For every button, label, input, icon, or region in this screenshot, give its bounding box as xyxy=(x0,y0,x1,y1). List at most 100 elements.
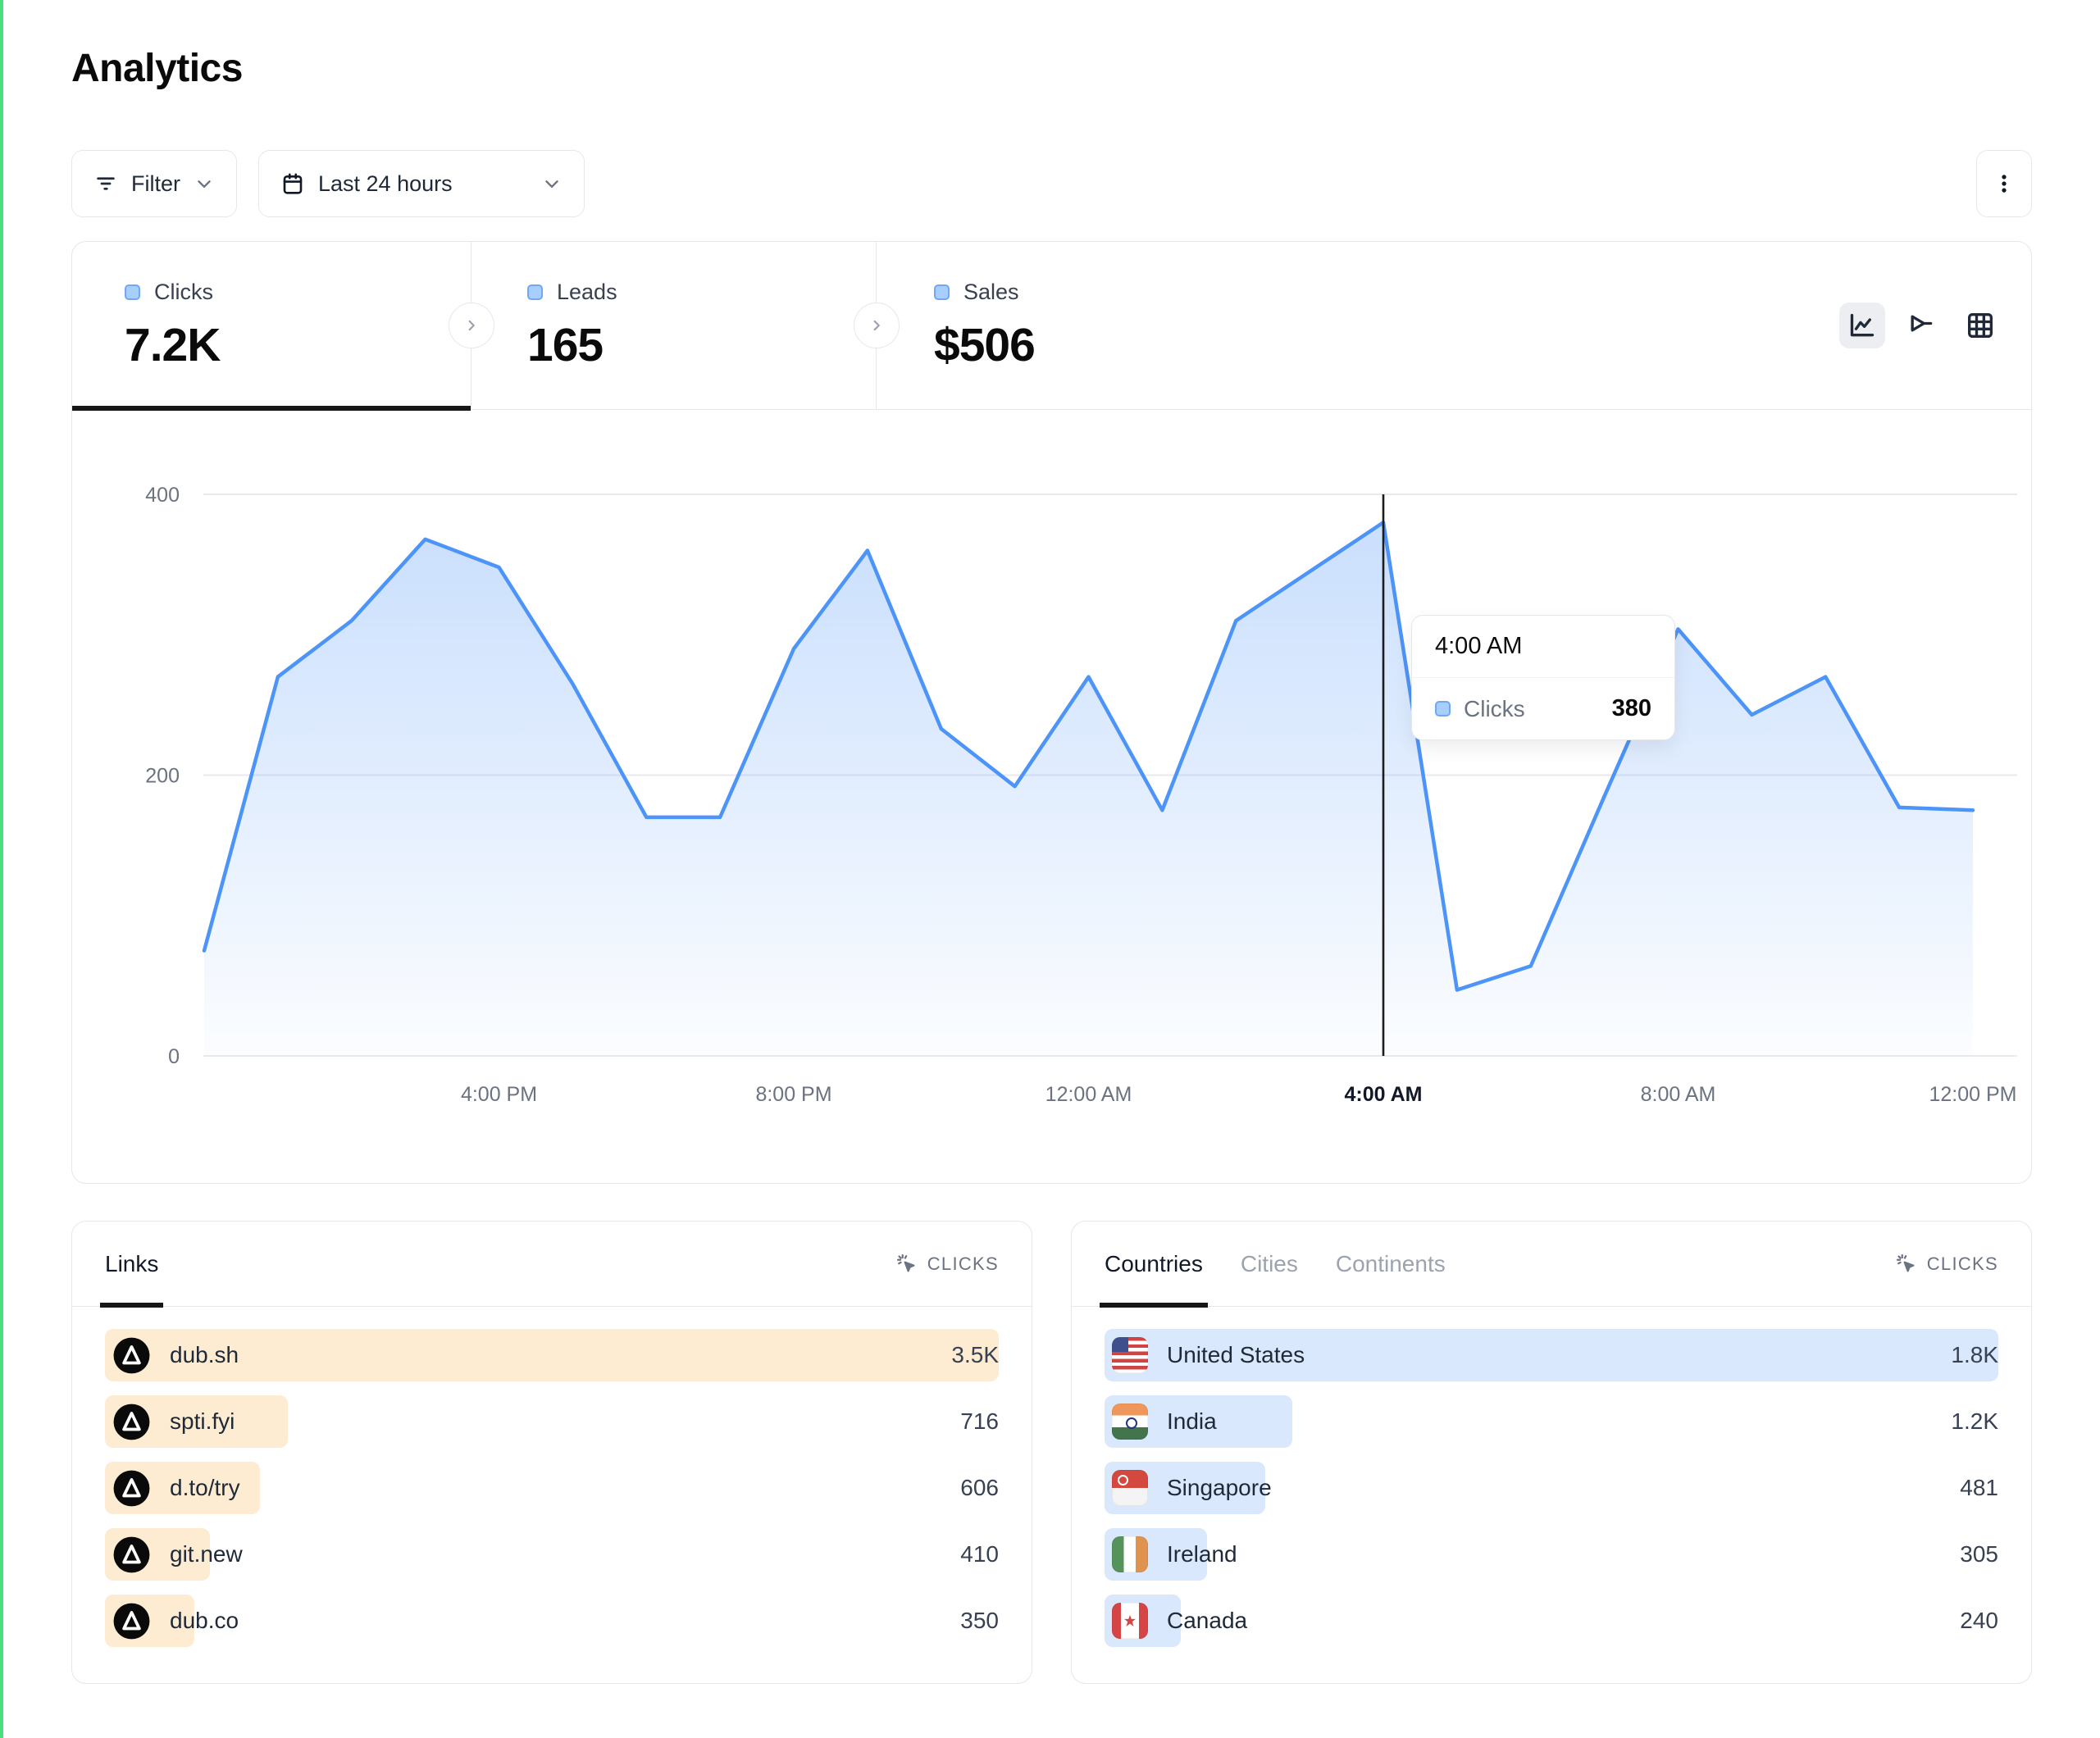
page-title: Analytics xyxy=(71,47,243,90)
country-flag-icon xyxy=(1112,1536,1148,1572)
country-flag-icon xyxy=(1112,1470,1148,1506)
tab-label: Countries xyxy=(1105,1250,1203,1276)
filter-button[interactable]: Filter xyxy=(71,150,237,217)
sort-by-clicks[interactable]: CLICKS xyxy=(895,1253,999,1276)
x-axis-tick: 12:00 AM xyxy=(1045,1083,1132,1106)
country-flag-icon xyxy=(1112,1603,1148,1639)
toolbar: Filter Last 24 hours xyxy=(71,150,2032,217)
x-axis-tick: 8:00 PM xyxy=(755,1083,831,1106)
tab-label: Links xyxy=(105,1250,159,1276)
country-label: Canada xyxy=(1167,1608,1248,1633)
link-label: spti.fyi xyxy=(170,1408,235,1434)
filter-button-label: Filter xyxy=(131,171,180,196)
link-click-count: 606 xyxy=(960,1475,999,1500)
link-label: dub.co xyxy=(170,1608,239,1633)
country-label: United States xyxy=(1167,1342,1305,1367)
tab-cities[interactable]: Cities xyxy=(1241,1222,1298,1307)
date-range-button[interactable]: Last 24 hours xyxy=(258,150,585,217)
expand-leads-button[interactable] xyxy=(449,303,494,348)
tab-label: Continents xyxy=(1335,1250,1446,1276)
country-click-count: 1.2K xyxy=(1951,1408,1998,1434)
links-card: Links CLICKS xyxy=(71,1221,1032,1684)
series-color-swatch xyxy=(125,284,140,300)
chart-tooltip: 4:00 AM Clicks 380 xyxy=(1411,615,1675,740)
country-label: Ireland xyxy=(1167,1541,1237,1567)
countries-card: Countries Cities Continents CLICKS xyxy=(1071,1221,2032,1684)
click-volume-bar xyxy=(105,1329,999,1381)
country-row[interactable]: Canada 240 xyxy=(1105,1595,1998,1647)
countries-list: United States 1.8K India 1.2K Singapore … xyxy=(1072,1307,2031,1647)
x-axis-tick: 8:00 AM xyxy=(1641,1083,1716,1106)
dub-logo-icon xyxy=(112,1336,151,1375)
dub-logo-icon xyxy=(112,1403,151,1441)
filter-icon xyxy=(93,171,118,196)
dub-logo-icon xyxy=(112,1536,151,1574)
country-label: Singapore xyxy=(1167,1475,1272,1500)
link-row[interactable]: git.new 410 xyxy=(105,1528,999,1581)
tab-countries[interactable]: Countries xyxy=(1100,1222,1208,1308)
link-click-count: 3.5K xyxy=(951,1342,999,1367)
links-list: dub.sh 3.5K spti.fyi 716 d.to/tr xyxy=(72,1307,1032,1647)
country-click-count: 1.8K xyxy=(1951,1342,1998,1367)
screen-edge-accent xyxy=(0,0,3,1738)
calendar-icon xyxy=(280,171,305,196)
metric-header-label: CLICKS xyxy=(1926,1253,1998,1274)
tab-clicks[interactable]: Clicks 7.2K xyxy=(72,242,471,411)
links-card-header: Links CLICKS xyxy=(72,1222,1032,1308)
y-axis-tick: 400 xyxy=(145,484,180,507)
x-axis-tick: 4:00 PM xyxy=(461,1083,537,1106)
date-range-label: Last 24 hours xyxy=(318,171,453,196)
more-options-button[interactable] xyxy=(1976,150,2032,217)
clicks-area-chart[interactable]: 400 200 0 4:00 PM 8:00 PM 12:00 AM 4:00 AM 8:00… xyxy=(72,410,2036,1182)
country-row[interactable]: India 1.2K xyxy=(1105,1395,1998,1448)
tab-links[interactable]: Links xyxy=(99,1222,164,1308)
metric-label: Sales xyxy=(963,280,1019,304)
tab-leads[interactable]: Leads 165 xyxy=(471,242,877,409)
link-row[interactable]: d.to/try 606 xyxy=(105,1462,999,1514)
metric-label: Clicks xyxy=(154,280,213,304)
tab-label: Cities xyxy=(1240,1250,1298,1276)
dub-logo-icon xyxy=(112,1469,151,1508)
country-click-count: 305 xyxy=(1960,1541,1998,1567)
country-label: India xyxy=(1167,1408,1217,1434)
link-click-count: 716 xyxy=(960,1408,999,1434)
link-label: git.new xyxy=(170,1541,243,1567)
analytics-page: Analytics Filter Last 24 hours xyxy=(0,0,2100,1684)
series-color-swatch xyxy=(1435,701,1451,717)
line-chart-icon[interactable] xyxy=(1839,303,1885,348)
tooltip-time: 4:00 AM xyxy=(1412,616,1674,678)
country-row[interactable]: Singapore 481 xyxy=(1105,1462,1998,1514)
link-label: dub.sh xyxy=(170,1342,239,1367)
country-click-count: 240 xyxy=(1960,1608,1998,1633)
dub-logo-icon xyxy=(112,1602,151,1640)
metric-header-label: CLICKS xyxy=(927,1253,999,1274)
y-axis-tick: 0 xyxy=(168,1045,180,1068)
chevron-down-icon xyxy=(541,173,563,194)
sort-by-clicks[interactable]: CLICKS xyxy=(1895,1253,1998,1276)
country-flag-icon xyxy=(1112,1337,1148,1373)
tab-continents[interactable]: Continents xyxy=(1336,1222,1446,1307)
expand-sales-button[interactable] xyxy=(854,303,900,348)
tab-sales[interactable]: Sales $506 xyxy=(877,242,2031,409)
metric-value: $506 xyxy=(934,319,1036,371)
link-row[interactable]: spti.fyi 716 xyxy=(105,1395,999,1448)
chart-type-switcher xyxy=(1839,303,2003,348)
link-row[interactable]: dub.sh 3.5K xyxy=(105,1329,999,1381)
chevron-down-icon xyxy=(194,173,215,194)
clicks-chart-area: 400 200 0 4:00 PM 8:00 PM 12:00 AM 4:00 AM 8:00… xyxy=(72,410,2031,1182)
grid-table-icon[interactable] xyxy=(1957,303,2003,348)
link-click-count: 410 xyxy=(960,1541,999,1567)
country-row[interactable]: United States 1.8K xyxy=(1105,1329,1998,1381)
tooltip-series-label: Clicks xyxy=(1464,695,1525,721)
click-volume-bar xyxy=(1105,1329,1998,1381)
country-flag-icon xyxy=(1112,1404,1148,1440)
link-row[interactable]: dub.co 350 xyxy=(105,1595,999,1647)
y-axis-tick: 200 xyxy=(145,765,180,788)
countries-card-header: Countries Cities Continents CLICKS xyxy=(1072,1222,2031,1308)
country-row[interactable]: Ireland 305 xyxy=(1105,1528,1998,1581)
x-axis-tick: 12:00 PM xyxy=(1929,1083,2016,1106)
funnel-icon[interactable] xyxy=(1898,303,1944,348)
tooltip-value: 380 xyxy=(1611,695,1651,721)
series-color-swatch xyxy=(934,284,950,300)
metric-value: 7.2K xyxy=(125,319,221,371)
